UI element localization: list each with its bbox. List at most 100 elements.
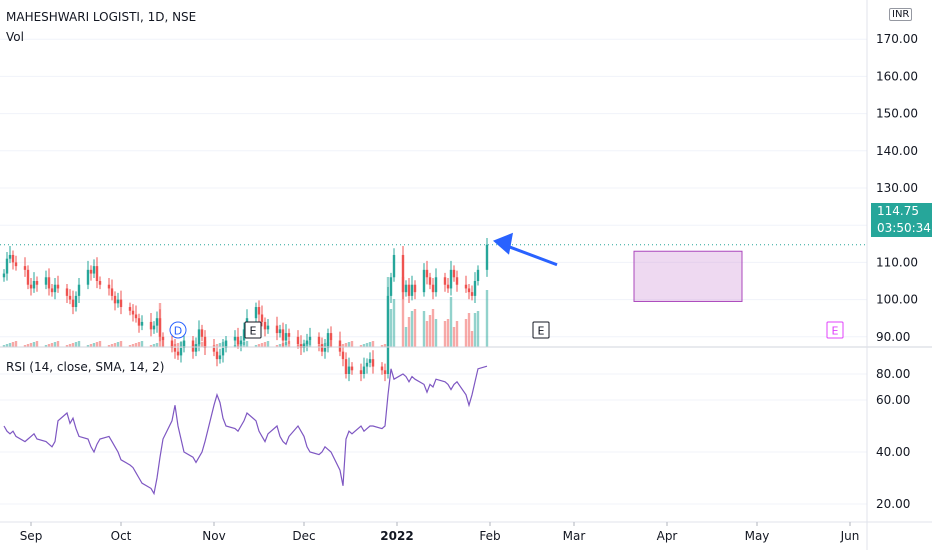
candle-body [422,269,426,293]
volume-bar [53,342,57,347]
price-tick-label: 80.00 [876,367,910,381]
volume-bar [86,345,90,347]
candle-body [467,288,471,293]
rsi-tick-label: 40.00 [876,445,910,459]
rsi-grid [0,399,867,505]
candle-body [284,333,288,341]
candle-body [380,366,384,371]
volume-bar [464,319,468,347]
volume-bar [470,331,474,347]
volume-bar [116,342,120,347]
volume-bar [257,344,261,347]
volume-bar [365,343,369,347]
earnings-icon [244,321,262,339]
volume-bar [404,327,408,347]
candles [2,238,489,382]
candle-body [113,295,117,304]
candle-body [428,277,432,285]
candle-body [224,340,228,348]
volume-bar [473,313,477,347]
price-tick-label: 170.00 [876,32,918,46]
volume-bar [362,344,366,347]
consolidation-box [633,250,743,302]
volume-bar [95,342,99,347]
volume-bar [47,344,51,347]
price-axis[interactable]: 80.0090.00100.00110.00120.00130.00140.00… [876,32,918,381]
candle-body [161,336,165,341]
symbol-title[interactable]: MAHESHWARI LOGISTI, 1D, NSE [6,10,197,24]
volume-bar [245,341,249,347]
volume-bar [452,327,456,347]
candle-body [71,299,75,308]
time-tick-label: Sep [20,529,43,543]
volume-bar [371,341,375,347]
volume-bar [380,345,384,347]
volume-bar [2,345,6,347]
candle-body [2,273,6,278]
event-label: E [250,325,257,338]
candle-body [326,333,330,348]
candle-body [170,340,174,348]
candle-body [308,336,312,341]
volume-label[interactable]: Vol [6,30,24,44]
volume-bar [254,345,258,347]
volume-bar [32,342,36,347]
volume-bar [71,343,75,347]
volume-bar [131,344,135,347]
candle-body [350,366,354,371]
volume-bar [287,341,291,347]
earnings-icon [532,321,550,339]
volume-bar [266,341,270,347]
volume-bar [368,342,372,347]
event-marker: E [244,321,262,339]
volume-bar [23,345,27,347]
candle-body [23,266,27,270]
time-axis[interactable]: Sep Oct Nov Dec 2022 Feb Mar Apr May Jun [20,522,860,543]
volume-bar [11,342,15,347]
bar-countdown-label: 03:50:34 [871,220,932,237]
volume-bar [410,311,414,347]
candle-body [53,284,57,293]
candle-body [158,318,162,337]
price-tick-label: 140.00 [876,144,918,158]
candle-body [386,295,390,374]
currency-badge[interactable]: INR [889,8,913,21]
candle-body [407,284,411,296]
volume-bar [392,299,396,347]
candle-body [179,347,183,356]
rsi-label[interactable]: RSI (14, close, SMA, 14, 2) [6,360,165,374]
candle-body [299,344,303,348]
candle-body [110,288,114,296]
volume-bar [128,345,132,347]
volume-bar [425,321,429,347]
time-tick-label: May [745,529,770,543]
candle-body [98,281,102,285]
candle-body [302,344,306,348]
candle-body [338,340,342,352]
dividend-icon [169,321,187,339]
volume-bar [137,342,141,347]
candle-body [434,277,438,293]
volume-bar [455,321,459,347]
volume-bar [428,315,432,347]
volume-bar [260,343,264,347]
candle-body [233,336,237,341]
volume-bar [110,344,114,347]
time-tick-label: Feb [479,529,500,543]
candle-body [176,351,180,356]
candle-body [470,292,474,296]
volume-bar [134,343,138,347]
candle-body [32,281,36,289]
candle-body [368,359,372,363]
candle-body [191,340,195,352]
price-tick-label: 160.00 [876,69,918,83]
volume-bar [176,343,180,347]
volume-bar [140,341,144,347]
candle-body [197,329,201,345]
candle-body [455,277,459,285]
volume-bar [449,297,453,347]
candle-body [74,295,78,308]
candle-body [107,284,111,289]
